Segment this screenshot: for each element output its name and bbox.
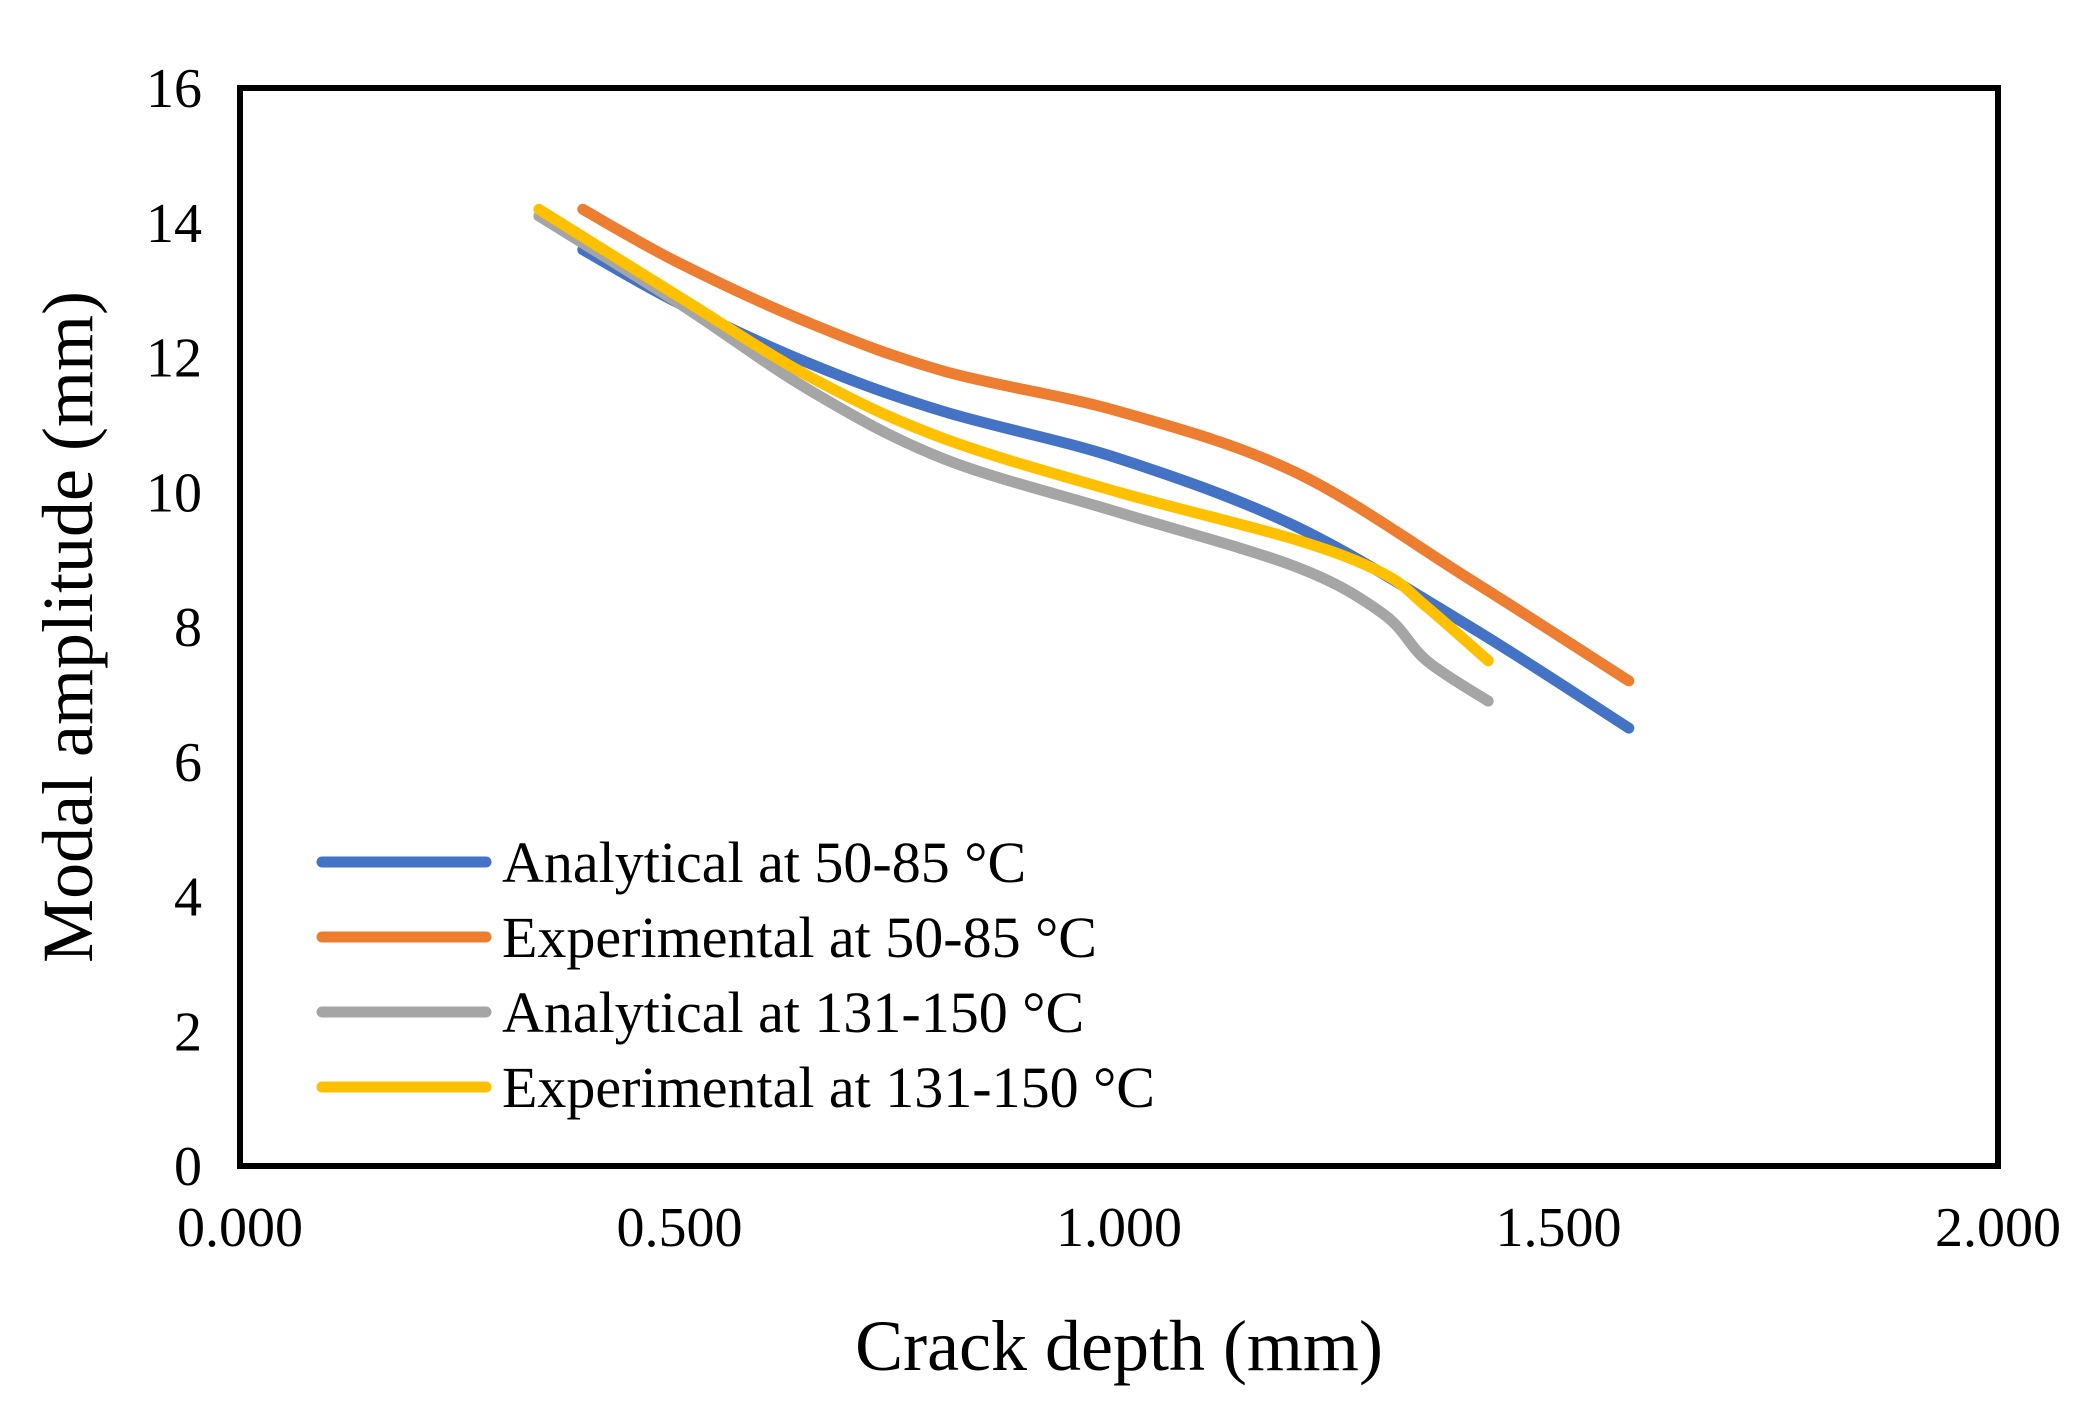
series-line-analytical-131-150	[533, 210, 1494, 707]
y-tick-label: 6	[174, 732, 202, 794]
y-axis-title: Modal amplitude (mm)	[28, 291, 108, 963]
y-tick-label: 4	[174, 867, 202, 929]
series-line-experimental-131-150	[533, 203, 1494, 667]
plot-area-border	[237, 85, 2001, 1169]
y-tick-label: 10	[146, 462, 202, 524]
axis-layer: 0 2 4 6 8 10 12 14 16 0.000 0.500 1.000 1.500 2.000	[146, 58, 2061, 1259]
legend: Analytical at 50-85 °C Experimental at 50…	[316, 830, 1155, 1120]
y-tick-label: 2	[174, 1001, 202, 1063]
legend-label-analytical-50-85: Analytical at 50-85 °C	[502, 830, 1026, 895]
x-tick-label: 1.000	[1056, 1197, 1182, 1259]
y-tick-label: 8	[174, 597, 202, 659]
x-tick-label: 0.000	[177, 1197, 303, 1259]
series-line-experimental-50-85	[577, 203, 1635, 687]
x-tick-label: 2.000	[1935, 1197, 2061, 1259]
x-axis-title: Crack depth (mm)	[855, 1306, 1383, 1386]
y-tick-label: 0	[174, 1136, 202, 1198]
series-layer	[533, 203, 1635, 734]
y-tick-label: 12	[146, 328, 202, 390]
x-tick-label: 0.500	[617, 1197, 743, 1259]
y-tick-label: 14	[146, 193, 202, 255]
legend-label-experimental-50-85: Experimental at 50-85 °C	[502, 905, 1097, 970]
legend-label-experimental-131-150: Experimental at 131-150 °C	[502, 1055, 1155, 1120]
x-tick-label: 1.500	[1496, 1197, 1622, 1259]
y-tick-label: 16	[146, 58, 202, 120]
legend-label-analytical-131-150: Analytical at 131-150 °C	[502, 980, 1084, 1045]
